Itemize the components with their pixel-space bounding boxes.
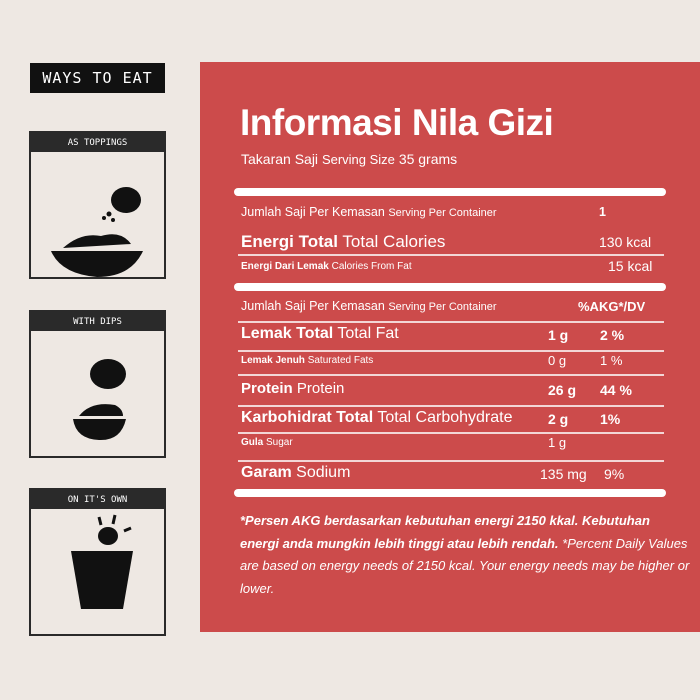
nutrient-row: Protein Protein 26 g 44 %: [241, 380, 661, 398]
divider: [238, 405, 664, 407]
nutrient-row: Lemak Total Total Fat 1 g 2 %: [241, 325, 661, 343]
amount: 26 g: [548, 382, 577, 398]
serving-id: Takaran Saji: [241, 151, 319, 167]
cup-snack-icon: [71, 514, 133, 609]
nutrient-row: Garam Sodium 135 mg 9%: [241, 464, 661, 482]
label-id: Gula: [241, 437, 264, 448]
divider: [238, 321, 664, 323]
panel-title: Informasi Nila Gizi: [240, 102, 554, 143]
total-calories-row: Energi Total Total Calories 130 kcal: [241, 232, 661, 252]
label-id: Energi Dari Lemak: [241, 261, 329, 272]
nutrient-row: Karbohidrat Total Total Carbohydrate 2 g 1…: [241, 409, 661, 427]
nutrient-row: Lemak Jenuh Saturated Fats 0 g 1 %: [241, 353, 661, 368]
label-en: Serving Per Container: [388, 207, 497, 219]
daily-value: 9%: [604, 466, 625, 482]
calories-from-fat-row: Energi Dari Lemak Calories From Fat 15 k…: [241, 258, 661, 274]
label-id: Protein: [241, 380, 293, 397]
label-id: Lemak Jenuh: [241, 355, 305, 366]
daily-value: 44 %: [600, 382, 632, 398]
label-en: Total Calories: [342, 232, 446, 251]
label-en: Saturated Fats: [307, 355, 374, 366]
divider: [238, 460, 664, 462]
label-id: Lemak Total: [241, 325, 334, 342]
toppings-card: AS TOPPINGS: [29, 131, 166, 279]
label-en: Calories From Fat: [331, 261, 412, 272]
amount: 135 mg: [540, 466, 587, 482]
amount: 0 g: [548, 353, 567, 368]
divider: [234, 283, 666, 291]
divider: [234, 188, 666, 196]
label-en: Protein: [296, 380, 345, 397]
daily-value: 2 %: [600, 327, 625, 343]
label-en: Sodium: [296, 464, 351, 481]
footnote-en: *Percent Daily Values are based on energ…: [240, 535, 690, 596]
footnote-id: *Persen AKG berdasarkan kebutuhan energi…: [240, 513, 650, 551]
divider: [238, 254, 664, 256]
amount: 1 g: [548, 327, 569, 343]
card-label: ON IT'S OWN: [31, 490, 164, 509]
dv-header: %AKG*/DV: [578, 299, 646, 314]
ways-to-eat-heading: WAYS TO EAT: [30, 63, 165, 93]
label-id: Karbohidrat Total: [241, 409, 374, 426]
divider: [238, 432, 664, 434]
label-en: Serving Per Container: [388, 301, 497, 313]
daily-value: 1 %: [600, 353, 623, 368]
dv-header-row: Jumlah Saji Per Kemasan Serving Per Cont…: [241, 299, 661, 314]
label-en: Total Carbohydrate: [377, 409, 513, 426]
serving-value: 35 grams: [398, 151, 458, 167]
serving-size: Takaran Saji Serving Size 35 grams: [241, 151, 457, 167]
serving-per-container-row: Jumlah Saji Per Kemasan Serving Per Cont…: [241, 205, 661, 219]
label-id: Jumlah Saji Per Kemasan: [241, 205, 385, 219]
amount: 2 g: [548, 411, 569, 427]
dips-card: WITH DIPS: [29, 310, 166, 458]
divider: [234, 489, 666, 497]
label-id: Garam: [241, 464, 292, 481]
footnote: *Persen AKG berdasarkan kebutuhan energi…: [240, 510, 690, 600]
value: 15 kcal: [608, 258, 653, 274]
daily-value: 1%: [600, 411, 621, 427]
card-label: WITH DIPS: [31, 312, 164, 331]
divider: [238, 374, 664, 376]
nutrient-row: Gula Sugar 1 g: [241, 435, 661, 450]
divider: [238, 350, 664, 352]
dip-icon: [73, 359, 126, 441]
label-en: Sugar: [266, 437, 293, 448]
nutrition-facts-panel: Informasi Nila Gizi Takaran Saji Serving…: [200, 62, 700, 632]
value: 130 kcal: [599, 234, 652, 250]
card-label: AS TOPPINGS: [31, 133, 164, 152]
amount: 1 g: [548, 435, 567, 450]
label-en: Total Fat: [337, 325, 399, 342]
serving-en: Serving Size: [321, 152, 395, 167]
label-id: Jumlah Saji Per Kemasan: [241, 299, 385, 313]
own-card: ON IT'S OWN: [29, 488, 166, 636]
value: 1: [599, 205, 606, 219]
bowl-topping-icon: [51, 187, 143, 277]
label-id: Energi Total: [241, 232, 338, 251]
